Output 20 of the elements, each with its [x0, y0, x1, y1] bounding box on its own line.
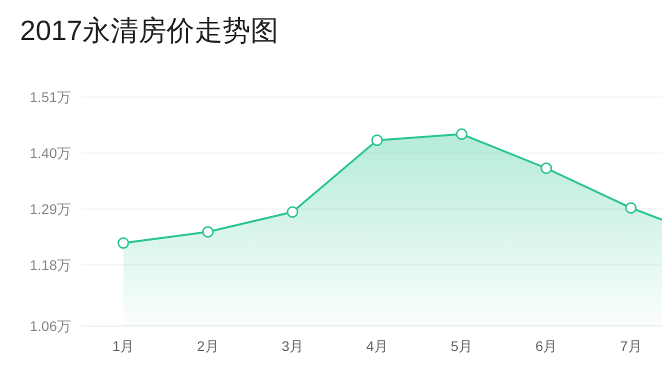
y-tick-label: 1.18万 — [30, 256, 71, 273]
point — [371, 134, 383, 146]
point — [540, 162, 552, 174]
y-tick-label: 1.40万 — [30, 144, 71, 161]
chart-title: 2017永清房价走势图 — [20, 15, 278, 46]
y-tick-label: 1.06万 — [30, 318, 71, 334]
y-tick-label: 1.51万 — [30, 89, 71, 105]
x-tick-label: 2月 — [197, 338, 219, 354]
x-tick-label: 7月 — [620, 338, 642, 354]
x-tick-label: 5月 — [450, 338, 473, 354]
x-tick-label: 6月 — [535, 338, 558, 354]
point — [118, 237, 130, 249]
point — [286, 206, 298, 218]
x-tick-label: 4月 — [366, 338, 388, 354]
point — [202, 226, 214, 238]
x-tick-label: 3月 — [282, 338, 304, 354]
point — [625, 202, 637, 214]
y-tick-label: 1.29万 — [30, 200, 71, 217]
x-tick-label: 1月 — [112, 338, 134, 354]
point — [456, 128, 468, 140]
